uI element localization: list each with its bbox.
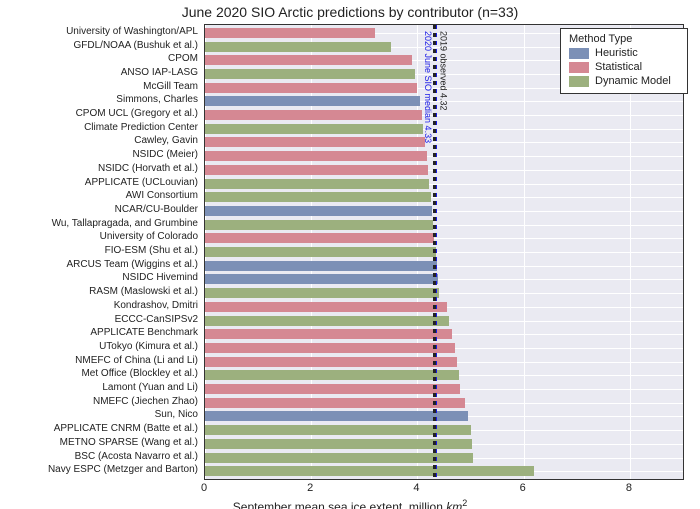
y-tick-label: University of Washington/APL <box>66 27 198 37</box>
y-tick-label: BSC (Acosta Navarro et al.) <box>75 452 198 462</box>
bar <box>205 370 459 380</box>
bar <box>205 384 460 394</box>
y-tick-label: FIO-ESM (Shu et al.) <box>105 246 198 256</box>
bar <box>205 302 447 312</box>
y-tick-label: Sun, Nico <box>155 410 198 420</box>
legend-swatch <box>569 62 589 73</box>
y-tick-label: CPOM <box>168 54 198 64</box>
y-tick-label: NMEFC of China (Li and Li) <box>75 356 198 366</box>
bar <box>205 466 534 476</box>
legend-row: Statistical <box>569 61 679 73</box>
bar <box>205 233 434 243</box>
y-tick-label: University of Colorado <box>100 232 198 242</box>
bar <box>205 439 472 449</box>
legend-label: Dynamic Model <box>595 75 671 87</box>
y-tick-label: NSIDC (Meier) <box>132 150 198 160</box>
bar <box>205 137 425 147</box>
y-tick-label: Met Office (Blockley et al.) <box>81 369 198 379</box>
bar <box>205 151 427 161</box>
y-axis-labels: University of Washington/APL GFDL/NOAA (B… <box>0 24 202 478</box>
y-tick-label: ARCUS Team (Wiggins et al.) <box>66 260 198 270</box>
reference-line-label: 2019 observed 4.32 <box>438 31 448 111</box>
y-tick-label: NSIDC (Horvath et al.) <box>98 164 198 174</box>
y-tick-label: APPLICATE CNRM (Batte et al.) <box>54 424 198 434</box>
y-tick-label: ECCC-CanSIPSv2 <box>115 315 198 325</box>
x-tick-label: 4 <box>413 482 419 494</box>
bar <box>205 398 465 408</box>
bar <box>205 261 437 271</box>
bar <box>205 42 391 52</box>
xlabel-sup: 2 <box>462 498 467 508</box>
chart-title: June 2020 SIO Arctic predictions by cont… <box>0 4 700 20</box>
x-tick-label: 0 <box>201 482 207 494</box>
y-tick-label: NSIDC Hivemind <box>122 273 198 283</box>
bar <box>205 329 452 339</box>
y-tick-label: NMEFC (Jiechen Zhao) <box>93 397 198 407</box>
bar <box>205 411 468 421</box>
y-tick-label: METNO SPARSE (Wang et al.) <box>60 438 198 448</box>
y-tick-label: Kondrashov, Dmitri <box>114 301 198 311</box>
x-axis-label: September mean sea ice extent, million k… <box>0 498 700 509</box>
legend-swatch <box>569 76 589 87</box>
y-tick-label: NCAR/CU-Boulder <box>115 205 198 215</box>
x-tick-label: 8 <box>626 482 632 494</box>
bar <box>205 343 455 353</box>
y-tick-label: APPLICATE Benchmark <box>90 328 198 338</box>
bar <box>205 55 412 65</box>
y-tick-label: RASM (Maslowski et al.) <box>89 287 198 297</box>
y-tick-label: Simmons, Charles <box>116 95 198 105</box>
y-tick-label: Climate Prediction Center <box>84 123 198 133</box>
bar <box>205 110 422 120</box>
x-tick-label: 2 <box>307 482 313 494</box>
y-tick-label: CPOM UCL (Gregory et al.) <box>76 109 198 119</box>
legend-title: Method Type <box>569 33 679 45</box>
x-tick-label: 6 <box>520 482 526 494</box>
bar <box>205 425 471 435</box>
bar <box>205 96 420 106</box>
y-tick-label: McGill Team <box>143 82 198 92</box>
y-tick-label: Lamont (Yuan and Li) <box>102 383 198 393</box>
bar <box>205 316 449 326</box>
y-tick-label: ANSO IAP-LASG <box>121 68 198 78</box>
y-tick-label: UTokyo (Kimura et al.) <box>99 342 198 352</box>
legend-row: Heuristic <box>569 47 679 59</box>
bar <box>205 83 417 93</box>
legend: Method Type Heuristic Statistical Dynamic … <box>560 28 688 94</box>
y-tick-label: GFDL/NOAA (Bushuk et al.) <box>74 41 199 51</box>
y-tick-label: AWI Consortium <box>126 191 198 201</box>
bar <box>205 274 438 284</box>
bar <box>205 69 415 79</box>
bar <box>205 192 431 202</box>
reference-line-label: 2020 June SIO median 4.33 <box>423 31 433 143</box>
legend-label: Heuristic <box>595 47 638 59</box>
reference-line <box>433 25 436 479</box>
y-tick-label: APPLICATE (UCLouvian) <box>85 178 198 188</box>
sio-chart: June 2020 SIO Arctic predictions by cont… <box>0 0 700 509</box>
legend-label: Statistical <box>595 61 642 73</box>
bar <box>205 28 375 38</box>
bar <box>205 220 433 230</box>
bar <box>205 357 457 367</box>
bar <box>205 124 423 134</box>
bar <box>205 288 439 298</box>
bar <box>205 165 428 175</box>
bar <box>205 247 436 257</box>
y-tick-label: Cawley, Gavin <box>134 136 198 146</box>
legend-row: Dynamic Model <box>569 75 679 87</box>
xlabel-text: September mean sea ice extent, million <box>233 500 446 509</box>
legend-swatch <box>569 48 589 59</box>
bar <box>205 206 432 216</box>
y-tick-label: Wu, Tallapragada, and Grumbine <box>52 219 198 229</box>
bar <box>205 179 429 189</box>
xlabel-unit: km <box>446 500 462 509</box>
y-tick-label: Navy ESPC (Metzger and Barton) <box>48 465 198 475</box>
